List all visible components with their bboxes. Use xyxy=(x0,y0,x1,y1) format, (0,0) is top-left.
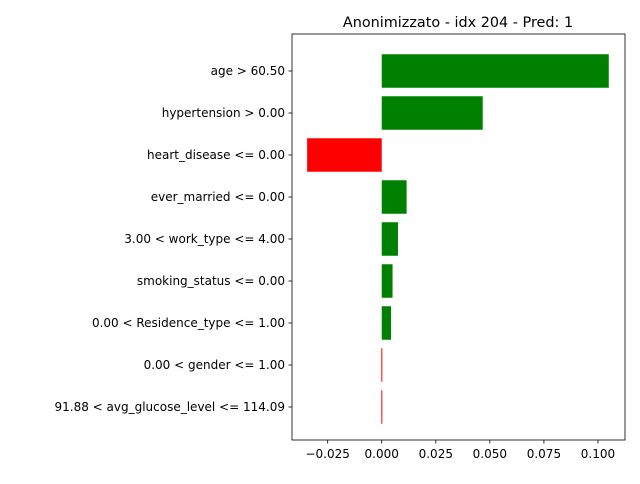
y-tick-label: smoking_status <= 0.00 xyxy=(137,274,285,288)
bar-3 xyxy=(381,180,407,214)
x-tick-label: 0.000 xyxy=(365,447,399,461)
bar-8 xyxy=(381,390,383,424)
y-tick-label: 0.00 < gender <= 1.00 xyxy=(144,358,285,372)
bars-layer xyxy=(307,54,609,424)
bar-2 xyxy=(307,138,382,172)
plot-frame xyxy=(291,33,626,441)
y-tick-label: 91.88 < avg_glucose_level <= 114.09 xyxy=(54,400,285,414)
x-axis: −0.025 0.000 0.025 0.050 0.075 0.100 xyxy=(305,440,615,461)
x-tick-label: 0.075 xyxy=(527,447,561,461)
bar-1 xyxy=(381,96,483,130)
chart-title: Anonimizzato - idx 204 - Pred: 1 xyxy=(343,15,573,31)
x-tick-label: 0.050 xyxy=(473,447,507,461)
bar-4 xyxy=(381,222,398,256)
bar-0 xyxy=(381,54,609,88)
y-tick-label: age > 60.50 xyxy=(211,64,285,78)
y-tick-label: heart_disease <= 0.00 xyxy=(147,148,285,162)
y-tick-label: 3.00 < work_type <= 4.00 xyxy=(124,232,285,246)
bar-5 xyxy=(381,264,393,298)
x-tick-label: −0.025 xyxy=(305,447,349,461)
y-tick-label: ever_married <= 0.00 xyxy=(151,190,285,204)
y-tick-labels: age > 60.50 hypertension > 0.00 heart_dise… xyxy=(54,64,292,414)
bar-7 xyxy=(381,348,383,382)
y-tick-label: hypertension > 0.00 xyxy=(162,106,285,120)
y-tick-label: 0.00 < Residence_type <= 1.00 xyxy=(92,316,285,330)
bar-6 xyxy=(381,306,392,340)
x-tick-label: 0.100 xyxy=(581,447,615,461)
x-tick-label: 0.025 xyxy=(419,447,453,461)
